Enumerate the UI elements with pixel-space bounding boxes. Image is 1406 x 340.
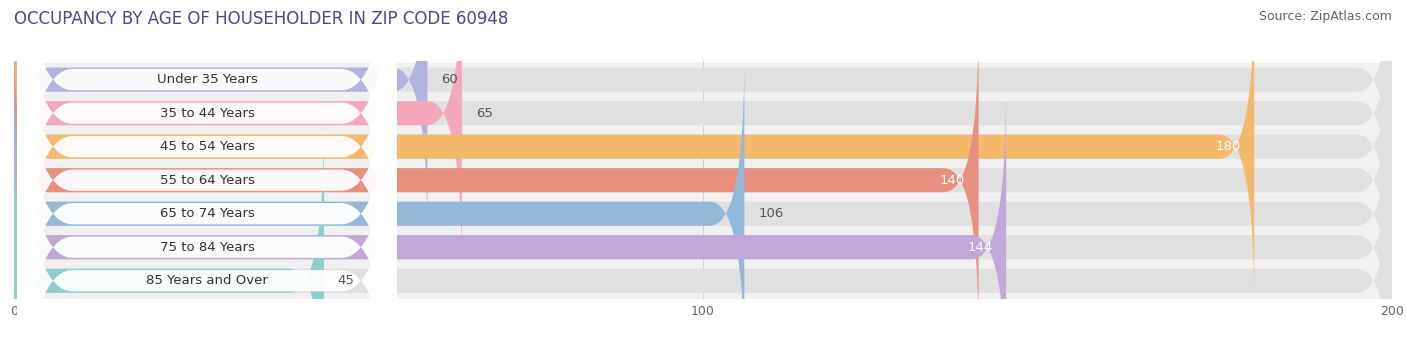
Text: 180: 180 xyxy=(1215,140,1240,153)
FancyBboxPatch shape xyxy=(17,0,396,340)
Text: 45 to 54 Years: 45 to 54 Years xyxy=(159,140,254,153)
FancyBboxPatch shape xyxy=(14,125,325,340)
Bar xyxy=(14,130,1392,164)
Bar xyxy=(14,197,1392,231)
FancyBboxPatch shape xyxy=(17,0,396,340)
FancyBboxPatch shape xyxy=(14,92,1007,340)
FancyBboxPatch shape xyxy=(14,58,744,340)
Text: 65: 65 xyxy=(475,107,492,120)
Text: OCCUPANCY BY AGE OF HOUSEHOLDER IN ZIP CODE 60948: OCCUPANCY BY AGE OF HOUSEHOLDER IN ZIP C… xyxy=(14,10,509,28)
Bar xyxy=(14,97,1392,130)
Text: Source: ZipAtlas.com: Source: ZipAtlas.com xyxy=(1258,10,1392,23)
Text: 65 to 74 Years: 65 to 74 Years xyxy=(159,207,254,220)
FancyBboxPatch shape xyxy=(17,23,396,340)
FancyBboxPatch shape xyxy=(14,0,1392,235)
Text: 144: 144 xyxy=(967,241,993,254)
Text: 85 Years and Over: 85 Years and Over xyxy=(146,274,269,287)
FancyBboxPatch shape xyxy=(17,0,396,340)
FancyBboxPatch shape xyxy=(14,0,1254,302)
FancyBboxPatch shape xyxy=(17,0,396,340)
FancyBboxPatch shape xyxy=(14,0,1392,269)
FancyBboxPatch shape xyxy=(14,0,427,235)
FancyBboxPatch shape xyxy=(17,0,396,337)
Text: 75 to 84 Years: 75 to 84 Years xyxy=(159,241,254,254)
FancyBboxPatch shape xyxy=(14,25,979,336)
Text: 55 to 64 Years: 55 to 64 Years xyxy=(159,174,254,187)
FancyBboxPatch shape xyxy=(14,0,463,269)
Text: 140: 140 xyxy=(939,174,965,187)
Text: 106: 106 xyxy=(758,207,783,220)
FancyBboxPatch shape xyxy=(14,92,1392,340)
Bar xyxy=(14,231,1392,264)
Text: 45: 45 xyxy=(337,274,354,287)
FancyBboxPatch shape xyxy=(14,125,1392,340)
FancyBboxPatch shape xyxy=(14,58,1392,340)
FancyBboxPatch shape xyxy=(14,0,1392,302)
Text: 60: 60 xyxy=(441,73,458,86)
Bar xyxy=(14,264,1392,298)
FancyBboxPatch shape xyxy=(14,25,1392,336)
Bar xyxy=(14,63,1392,97)
Text: Under 35 Years: Under 35 Years xyxy=(156,73,257,86)
FancyBboxPatch shape xyxy=(17,0,396,340)
Text: 35 to 44 Years: 35 to 44 Years xyxy=(159,107,254,120)
Bar xyxy=(14,164,1392,197)
